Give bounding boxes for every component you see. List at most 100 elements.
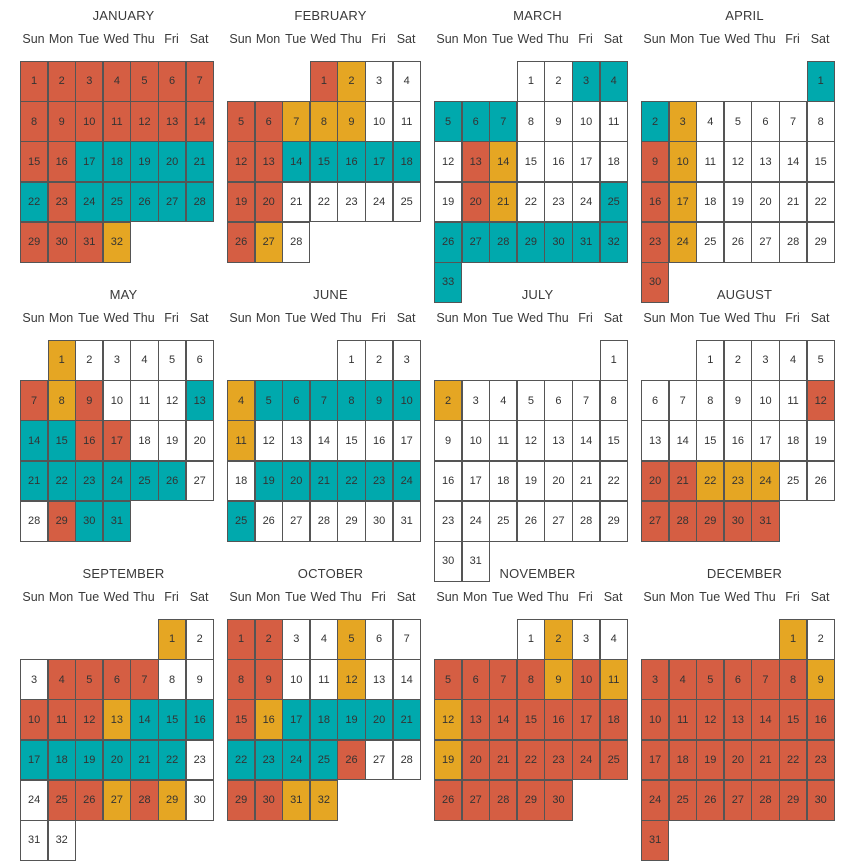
weekday-label: Thu — [547, 590, 569, 604]
day-cell: 11 — [47, 699, 76, 741]
day-cell: 22 — [158, 739, 187, 781]
day-cell: 21 — [20, 460, 49, 502]
weekday-label: Sat — [810, 311, 830, 325]
weekday-label: Thu — [340, 32, 362, 46]
day-cell: 7 — [572, 380, 601, 421]
day-cell: 24 — [282, 739, 311, 781]
weekday-label: Sat — [396, 590, 416, 604]
weekday-label: Tue — [699, 590, 721, 604]
day-cell: 3 — [75, 61, 104, 102]
day-cell: 20 — [185, 420, 214, 462]
weekday-label: Fri — [578, 32, 593, 46]
day-cell: 13 — [254, 141, 283, 183]
month-title: MARCH — [513, 8, 562, 23]
day-cell: 10 — [365, 101, 394, 142]
weekday-label: Sat — [396, 311, 416, 325]
day-cell: 3 — [392, 340, 421, 381]
day-cell: 8 — [516, 659, 545, 700]
day-cell: 9 — [254, 659, 283, 700]
weekday-label: Tue — [78, 32, 100, 46]
day-cell: 5 — [696, 659, 725, 700]
weekday-label: Mon — [462, 590, 488, 604]
day-cell: 25 — [696, 221, 725, 263]
day-cell: 28 — [489, 779, 518, 821]
weekday-label: Mon — [48, 311, 74, 325]
day-cell: 33 — [434, 262, 463, 303]
day-cell: 24 — [668, 221, 697, 263]
day-cell: 25 — [489, 500, 518, 542]
weekday-label: Sat — [189, 590, 209, 604]
day-cell: 20 — [461, 739, 490, 781]
day-cell: 25 — [102, 181, 131, 223]
weekday-label: Thu — [754, 32, 776, 46]
day-cell: 12 — [434, 141, 463, 183]
day-cell: 7 — [779, 101, 808, 142]
day-cell: 17 — [641, 739, 670, 781]
day-cell: 4 — [392, 61, 421, 102]
weekday-label: Tue — [699, 311, 721, 325]
day-cell: 10 — [461, 420, 490, 462]
day-cell: 19 — [337, 699, 366, 741]
day-cell: 28 — [130, 779, 159, 821]
month-february: FEBRUARY Sun Mon Tue Wed Thu Fri Sat 1 2 3 4 5 6 7 8 9 10… — [227, 0, 434, 270]
weekday-label: Mon — [669, 32, 695, 46]
day-cell: 6 — [723, 659, 752, 700]
day-cell: 19 — [516, 460, 545, 502]
day-cell: 17 — [75, 141, 104, 183]
day-cell: 4 — [227, 380, 256, 421]
day-cell: 1 — [806, 61, 835, 102]
day-cell: 23 — [641, 221, 670, 263]
day-cell: 31 — [461, 541, 490, 582]
day-cell: 17 — [282, 699, 311, 741]
weekday-label: Tue — [285, 32, 307, 46]
day-cell: 17 — [461, 460, 490, 502]
day-cell: 2 — [254, 619, 283, 660]
day-cell: 18 — [599, 699, 628, 741]
day-cell: 30 — [365, 500, 394, 542]
day-cell: 30 — [806, 779, 835, 821]
weekday-label: Tue — [78, 590, 100, 604]
month-title: NOVEMBER — [499, 566, 576, 581]
day-cell: 12 — [806, 380, 835, 421]
day-cell: 27 — [102, 779, 131, 821]
weekday-label: Sat — [189, 311, 209, 325]
day-cell: 2 — [723, 340, 752, 381]
day-cell: 24 — [641, 779, 670, 821]
day-cell: 22 — [47, 460, 76, 502]
day-cell: 18 — [779, 420, 808, 462]
day-cell: 4 — [599, 619, 628, 660]
day-cell: 6 — [102, 659, 131, 700]
day-cell: 1 — [779, 619, 808, 660]
day-cell: 31 — [392, 500, 421, 542]
day-cell: 17 — [20, 739, 49, 781]
weekday-label: Fri — [785, 311, 800, 325]
day-cell: 28 — [392, 739, 421, 781]
day-cell: 27 — [461, 221, 490, 263]
day-cell: 19 — [130, 141, 159, 183]
day-cell: 3 — [20, 659, 49, 700]
day-cell: 26 — [434, 779, 463, 821]
day-cell: 15 — [516, 699, 545, 741]
day-cell: 20 — [641, 460, 670, 502]
day-cell: 24 — [392, 460, 421, 502]
day-cell: 27 — [544, 500, 573, 542]
day-cell: 16 — [337, 141, 366, 183]
day-cell: 19 — [723, 181, 752, 223]
day-cell: 1 — [158, 619, 187, 660]
day-cell: 28 — [489, 221, 518, 263]
day-cell: 24 — [461, 500, 490, 542]
day-cell: 27 — [461, 779, 490, 821]
weekday-label: Sun — [229, 32, 252, 46]
day-cell: 26 — [254, 500, 283, 542]
day-cell: 32 — [102, 221, 131, 263]
day-cell: 7 — [489, 659, 518, 700]
day-cell: 22 — [20, 181, 49, 223]
day-cell: 21 — [309, 460, 338, 502]
month-title: JULY — [521, 287, 554, 302]
day-cell: 12 — [434, 699, 463, 741]
day-cell: 25 — [130, 460, 159, 502]
day-cell: 7 — [751, 659, 780, 700]
day-cell: 13 — [365, 659, 394, 700]
day-cell: 7 — [130, 659, 159, 700]
weekday-label: Mon — [48, 590, 74, 604]
